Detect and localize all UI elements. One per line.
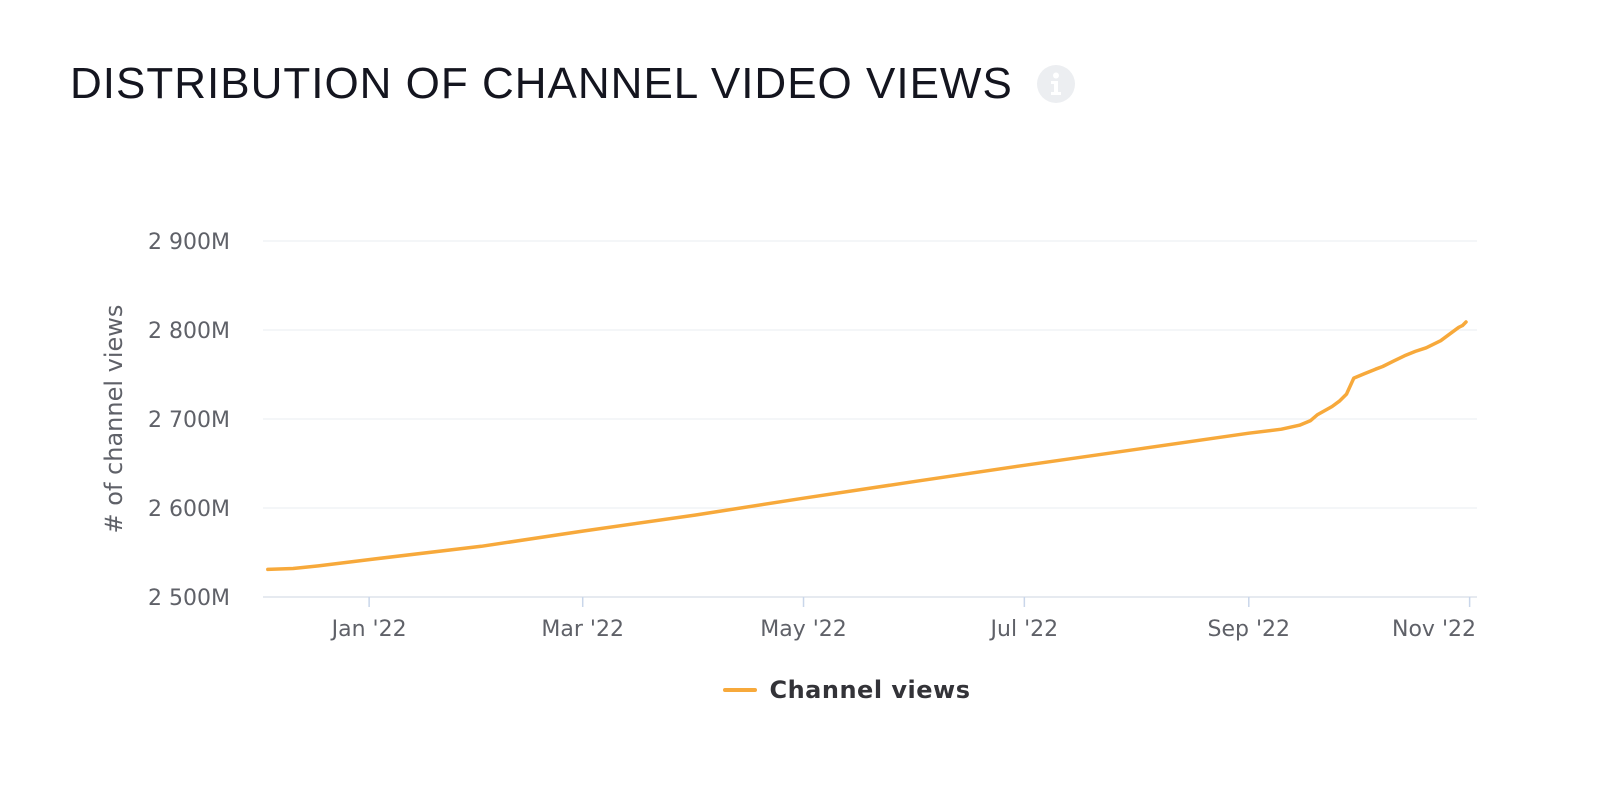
y-axis: 2 500M 2 600M 2 700M 2 800M 2 900M	[148, 230, 230, 611]
x-axis: Jan '22 Mar '22 May '22 Jul '22 Sep '22 Nov '…	[330, 597, 1476, 642]
x-tick-label: Sep '22	[1208, 617, 1291, 642]
x-tick-label: Nov '22	[1392, 617, 1476, 642]
y-tick-label: 2 500M	[148, 586, 230, 611]
y-tick-label: 2 600M	[148, 497, 230, 522]
title-row: DISTRIBUTION OF CHANNEL VIDEO VIEWS	[70, 56, 1075, 112]
y-axis-title: # of channel views	[100, 305, 128, 534]
x-tick-label: Jul '22	[989, 617, 1059, 642]
series-layer	[266, 320, 1468, 572]
y-tick-label: 2 700M	[148, 408, 230, 433]
info-icon[interactable]	[1036, 65, 1075, 103]
page-title: DISTRIBUTION OF CHANNEL VIDEO VIEWS	[70, 59, 1013, 108]
legend-line-swatch	[723, 688, 758, 692]
y-tick-label: 2 900M	[148, 230, 230, 255]
legend-label: Channel views	[769, 676, 971, 704]
grid-lines	[263, 240, 1477, 598]
y-tick-label: 2 800M	[148, 319, 230, 344]
legend: Channel views	[0, 676, 1616, 704]
x-tick-label: Jan '22	[330, 617, 407, 642]
x-tick-label: Mar '22	[541, 617, 624, 642]
legend-item-channel-views[interactable]: Channel views	[723, 676, 970, 704]
x-tick-label: May '22	[760, 617, 847, 642]
series-line-channel-views[interactable]	[266, 320, 1468, 572]
info-glyph-icon	[1050, 72, 1061, 95]
